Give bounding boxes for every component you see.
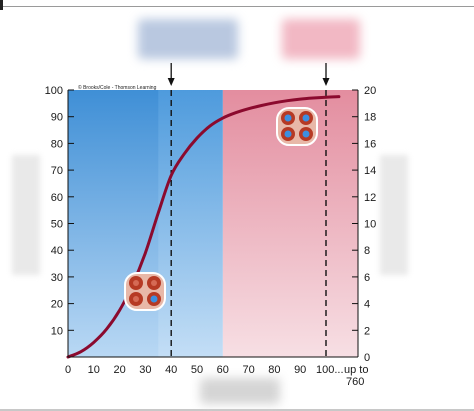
y-left-tick-label: 30 <box>51 272 63 284</box>
left-side-shadow <box>12 155 40 275</box>
axes <box>67 89 359 358</box>
y-right-tick-label: 2 <box>364 325 370 337</box>
x-tick-label: 90 <box>294 364 306 376</box>
marker-lines <box>167 63 330 357</box>
x-tick-label: 30 <box>139 364 151 376</box>
region-band <box>158 90 223 357</box>
y-left-tick-label: 70 <box>51 165 63 177</box>
y-right-tick-label: 16 <box>364 138 376 150</box>
y-right-tick-label: 12 <box>364 192 376 204</box>
y-left-tick-label: 20 <box>51 299 63 311</box>
y-right-tick-label: 18 <box>364 112 376 124</box>
y-left-tick-label: 60 <box>51 192 63 204</box>
x-tick-label: 0 <box>65 364 71 376</box>
y-left-tick-label: 80 <box>51 138 63 150</box>
marker-arrowhead-0 <box>167 78 175 86</box>
x-extra-label: up to <box>344 364 368 376</box>
y-left-tick-label: 100 <box>45 85 63 97</box>
x-tick-label: 40 <box>165 364 177 376</box>
x-tick-label: 10 <box>88 364 100 376</box>
y-right-tick-label: 14 <box>364 165 376 177</box>
y-right-tick-label: 6 <box>364 272 370 284</box>
obscured-x-axis-label[interactable] <box>200 378 280 404</box>
y-left-tick-label: 40 <box>51 245 63 257</box>
obscured-label-left[interactable] <box>138 19 238 59</box>
shaded-regions <box>68 90 358 357</box>
copyright-text: © Brooks/Cole - Thomson Learning <box>78 84 157 91</box>
y-right-tick-label: 8 <box>364 245 370 257</box>
top-left-corner-mark <box>0 0 3 10</box>
y-right-tick-label: 20 <box>364 85 376 97</box>
x-tick-label: 20 <box>113 364 125 376</box>
y-right-tick-label: 10 <box>364 219 376 231</box>
series-curve-group <box>66 95 341 359</box>
bottom-frame-border <box>0 409 474 411</box>
y-right-tick-label: 4 <box>364 299 370 311</box>
marker-arrowhead-1 <box>322 78 330 86</box>
right-side-shadow <box>380 155 408 275</box>
obscured-label-right[interactable] <box>282 19 360 59</box>
x-tick-label: 70 <box>242 364 254 376</box>
series-line <box>66 95 341 359</box>
x-tick-label: 100... <box>316 364 344 376</box>
cell-cluster-one-blue-icon <box>124 272 166 311</box>
tick-labels: 10 20 30 40 50 60 70 80 90 100 0 2 4 6 8 10 12 14 16 18 20 0 1… <box>45 85 377 388</box>
y-right-tick-label: 0 <box>364 352 370 364</box>
x-tick-label: 50 <box>191 364 203 376</box>
y-left-tick-label: 10 <box>51 325 63 337</box>
y-left-tick-label: 50 <box>51 219 63 231</box>
cell-cluster-all-blue-icon <box>276 107 318 146</box>
x-tick-label: 60 <box>217 364 229 376</box>
x-tick-label: 80 <box>268 364 280 376</box>
top-frame-border <box>0 0 474 7</box>
x-extra-value: 760 <box>346 376 364 388</box>
y-left-tick-label: 90 <box>51 112 63 124</box>
